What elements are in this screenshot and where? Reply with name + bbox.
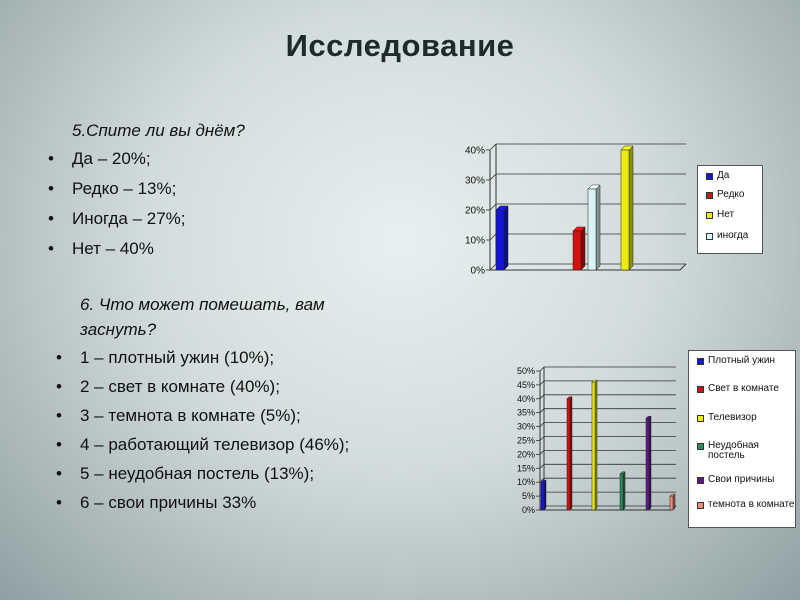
y-tick-label: 20%	[517, 449, 535, 459]
legend-label: Свет в комнате	[708, 383, 779, 394]
answer-item: 5 – неудобная постель (13%);	[56, 459, 349, 488]
gridline-diagonal	[539, 394, 545, 400]
gridline-diagonal	[489, 173, 497, 181]
y-tick-label: 45%	[517, 380, 535, 390]
legend-swatch	[697, 443, 704, 450]
gridline-diagonal	[539, 477, 545, 483]
y-tick-label: 25%	[517, 436, 535, 446]
legend-swatch	[697, 502, 704, 509]
gridline-diagonal	[539, 366, 545, 372]
slide-title: Исследование	[285, 28, 515, 63]
bar-side	[672, 493, 676, 511]
bar	[619, 473, 624, 511]
y-tick-label: 40%	[517, 394, 535, 404]
bar	[587, 188, 597, 271]
legend-swatch	[697, 386, 704, 393]
gridline-diagonal	[489, 143, 497, 151]
legend-swatch	[697, 358, 704, 365]
answer-item: Иногда – 27%;	[48, 204, 185, 234]
bar-side	[569, 396, 573, 511]
legend-swatch	[697, 415, 704, 422]
legend-label: темнота в комнате	[708, 499, 795, 510]
bar-side	[622, 471, 626, 511]
x-axis-end	[679, 263, 687, 271]
answer-item: Редко – 13%;	[48, 174, 186, 204]
question-5: 5.Спите ли вы днём?	[72, 121, 245, 140]
legend-swatch	[697, 477, 704, 484]
y-tick-label: 10%	[465, 235, 485, 246]
legend-label: Свои причины	[708, 474, 775, 485]
legend-label: Неудобная постель	[708, 440, 759, 461]
answers-list-5: Да – 20%; Редко – 13%; Иногда – 27%; Нет…	[48, 144, 186, 264]
answer-item: 2 – свет в комнате (40%);	[56, 372, 349, 401]
y-tick-label: 40%	[465, 145, 485, 156]
gridline-diagonal	[539, 380, 545, 386]
gridline-diagonal	[489, 233, 497, 241]
y-tick-label: 15%	[517, 463, 535, 473]
y-tick-label: 50%	[517, 366, 535, 376]
chart-sleep-disturbance-legend: Плотный ужин Свет в комнате Телевизор Неудо…	[688, 350, 796, 528]
chart-daytime-sleep-legend: Да Редко Нет иногда	[697, 165, 763, 254]
bar	[572, 230, 582, 271]
gridline-diagonal	[489, 263, 497, 271]
answer-item: 3 – темнота в комнате (5%);	[56, 401, 349, 430]
legend-label: Плотный ужин	[708, 355, 776, 366]
question-6: 6. Что может помешать, вам заснуть?	[80, 295, 325, 339]
gridline-diagonal	[489, 203, 497, 211]
answer-item: 1 – плотный ужин (10%);	[56, 343, 349, 372]
answer-item: Да – 20%;	[48, 144, 186, 174]
bar	[669, 495, 674, 511]
y-tick-label: 0%	[522, 505, 535, 515]
gridline-diagonal	[539, 408, 545, 413]
legend-swatch	[706, 192, 713, 199]
y-tick-label: 20%	[465, 205, 485, 216]
answer-item: 6 – свои причины 33%	[56, 488, 349, 517]
legend-label: Телевизор	[708, 412, 757, 423]
y-tick-label: 30%	[517, 422, 535, 432]
gridline-diagonal	[539, 436, 545, 441]
legend-label: иногда	[717, 230, 749, 241]
gridline-diagonal	[539, 464, 545, 469]
bar	[495, 209, 505, 271]
legend-swatch	[706, 212, 713, 219]
legend-label: Редко	[717, 189, 745, 200]
legend-label: Да	[717, 170, 730, 181]
bar	[540, 481, 545, 511]
bar-side	[648, 415, 652, 511]
y-tick-label: 0%	[471, 265, 486, 276]
y-tick-label: 10%	[517, 477, 535, 487]
answers-list-6: 1 – плотный ужин (10%); 2 – свет в комна…	[56, 343, 349, 517]
legend-swatch	[706, 173, 713, 180]
bar	[645, 418, 650, 511]
legend-swatch	[706, 233, 713, 240]
y-tick-label: 30%	[465, 175, 485, 186]
answer-item: Нет – 40%	[48, 234, 186, 264]
bar-side	[543, 479, 547, 511]
y-tick-label: 5%	[522, 491, 535, 501]
bar	[591, 381, 596, 511]
gridline-diagonal	[539, 422, 545, 427]
bar	[620, 149, 630, 271]
bar-side	[594, 379, 598, 511]
gridline-diagonal	[539, 450, 545, 455]
plot-wall	[540, 367, 676, 510]
bar	[566, 398, 571, 511]
legend-label: Нет	[717, 209, 735, 220]
y-tick-label: 35%	[517, 408, 535, 418]
answer-item: 4 – работающий телевизор (46%);	[56, 430, 349, 459]
